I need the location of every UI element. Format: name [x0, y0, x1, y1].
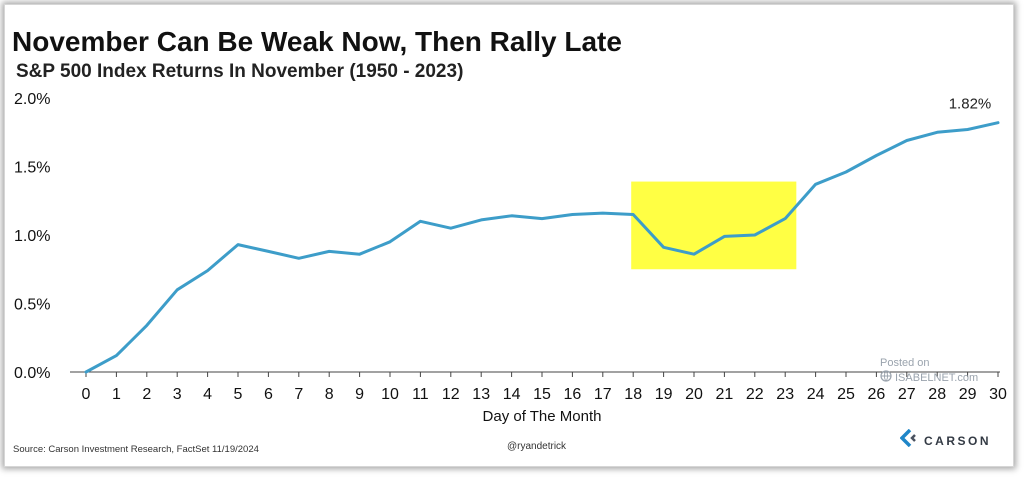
y-tick-label: 1.0%: [14, 228, 50, 245]
globe-icon: [880, 370, 892, 386]
chart-title: November Can Be Weak Now, Then Rally Lat…: [12, 26, 622, 57]
x-tick-label: 13: [472, 386, 490, 403]
x-tick-label: 17: [594, 386, 612, 403]
end-value-label: 1.82%: [949, 96, 992, 113]
x-axis-label: Day of The Month: [483, 408, 602, 425]
x-tick-label: 21: [716, 386, 734, 403]
chart-frame: [4, 4, 1014, 467]
x-tick-label: 15: [533, 386, 551, 403]
x-tick-label: 16: [564, 386, 582, 403]
x-tick-label: 22: [746, 386, 764, 403]
x-tick-label: 19: [655, 386, 673, 403]
x-tick-label: 29: [959, 386, 977, 403]
source-note: Source: Carson Investment Research, Fact…: [13, 444, 259, 455]
y-tick-label: 1.5%: [14, 160, 50, 177]
x-tick-label: 3: [173, 386, 182, 403]
y-tick-label: 0.5%: [14, 297, 50, 314]
x-tick-label: 27: [898, 386, 916, 403]
x-tick-label: 23: [776, 386, 794, 403]
y-tick-label: 0.0%: [14, 365, 50, 382]
x-tick-label: 20: [685, 386, 703, 403]
x-tick-label: 9: [355, 386, 364, 403]
x-tick-label: 10: [381, 386, 399, 403]
x-tick-label: 24: [807, 386, 825, 403]
watermark-line1: Posted on: [880, 357, 930, 369]
x-tick-label: 25: [837, 386, 855, 403]
x-tick-label: 18: [624, 386, 642, 403]
x-tick-label: 14: [503, 386, 521, 403]
x-tick-label: 5: [234, 386, 243, 403]
carson-chevron-icon: [899, 428, 916, 452]
carson-logo: CARSON: [899, 428, 992, 452]
x-tick-label: 0: [82, 386, 91, 403]
x-tick-label: 8: [325, 386, 334, 403]
x-tick-label: 7: [294, 386, 303, 403]
carson-logo-text: CARSON: [924, 433, 992, 448]
watermark-line2: ISABELNET.com: [895, 372, 979, 384]
x-tick-label: 11: [412, 386, 429, 403]
x-tick-label: 2: [142, 386, 151, 403]
x-tick-label: 30: [989, 386, 1007, 403]
x-tick-label: 1: [112, 386, 121, 403]
highlight-box: [631, 181, 797, 270]
x-tick-label: 6: [264, 386, 273, 403]
x-tick-label: 12: [442, 386, 460, 403]
y-tick-label: 2.0%: [14, 91, 50, 108]
x-tick-label: 28: [928, 386, 946, 403]
series-line: [84, 121, 1000, 374]
chart-subtitle: S&P 500 Index Returns In November (1950 …: [16, 61, 464, 82]
x-tick-label: 4: [203, 386, 212, 403]
watermark: Posted on ISABELNET.com: [880, 356, 978, 386]
x-tick-label: 26: [868, 386, 886, 403]
author-handle: @ryandetrick: [507, 441, 567, 452]
